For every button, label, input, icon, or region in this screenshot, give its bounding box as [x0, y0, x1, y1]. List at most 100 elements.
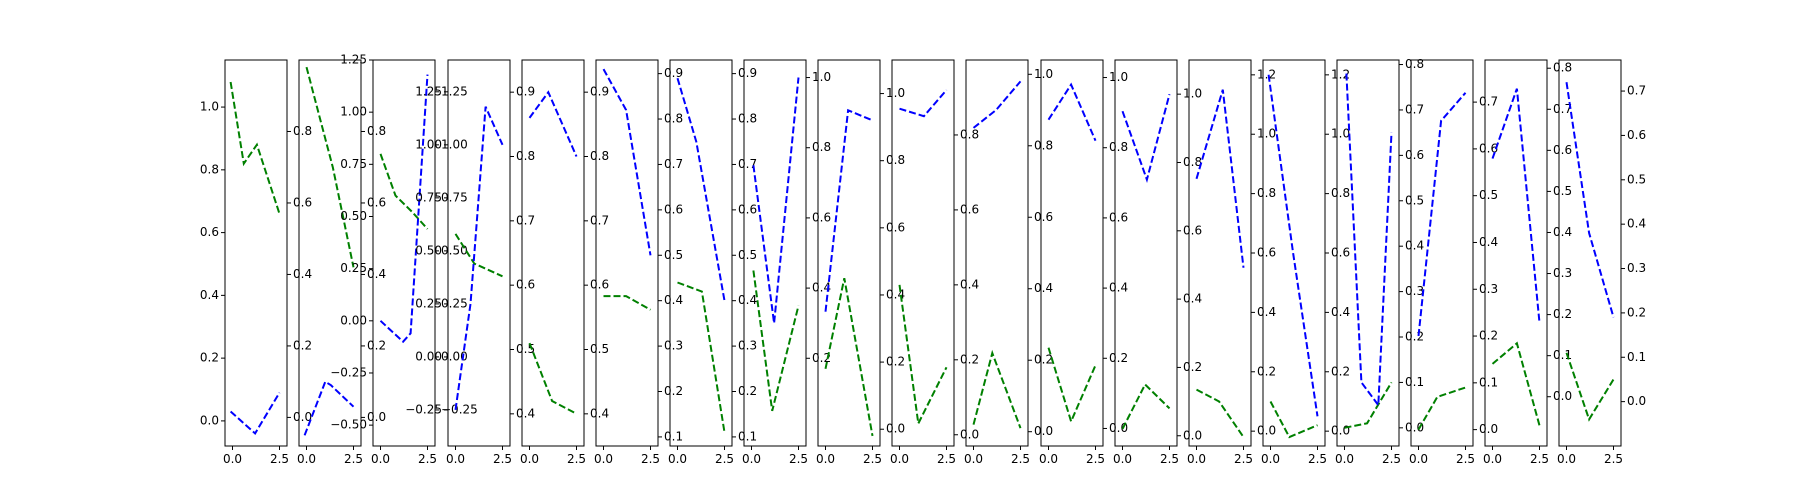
series-line-green [454, 233, 503, 278]
x-tick-label: 2.5 [1011, 452, 1030, 466]
series-line-blue [528, 90, 578, 157]
y-tick-label-left: 1.25 [340, 53, 367, 67]
x-tick-label: 2.5 [1382, 452, 1401, 466]
y-tick-label-right: 0.6 [1405, 148, 1424, 162]
x-tick-label: 0.0 [223, 452, 242, 466]
y-tick-label-right: 0.8 [664, 112, 683, 126]
series-line-blue [1417, 92, 1467, 337]
series-line-green [1196, 388, 1245, 438]
y-tick-label-right: 0.5 [1479, 188, 1498, 202]
y-tick-label-right: −0.25 [441, 402, 478, 416]
x-tick-label: 2.5 [1456, 452, 1475, 466]
y-tick-label-left: 0.75 [340, 157, 367, 171]
x-tick-label: 0.0 [1187, 452, 1206, 466]
y-tick-label-left: 0.00 [340, 313, 367, 327]
y-tick-label-right: 0.1 [664, 429, 683, 443]
panel-frame [669, 59, 733, 447]
y-tick-label-right: 0.2 [1257, 364, 1276, 378]
series-line-blue [454, 106, 504, 411]
y-tick-label-right: 0.8 [1034, 138, 1053, 152]
y-tick-label-right: 0.0 [293, 410, 312, 424]
y-tick-label-right: 0.9 [516, 85, 535, 99]
x-tick-label: 0.0 [371, 452, 390, 466]
y-tick-label-right: 0.0 [960, 427, 979, 441]
series-line-green [1565, 352, 1615, 422]
series-line-green [1491, 341, 1541, 426]
panel-frame [817, 59, 881, 447]
y-tick-label-right: 0.0 [886, 422, 905, 436]
y-tick-label-right: 0.4 [590, 406, 609, 420]
x-tick-label: 0.0 [964, 452, 983, 466]
series-line-green [603, 295, 651, 311]
panel-1: 0.0 2.5 0.0 0.2 0.4 0.6 0.8 1.0 0.0 0.2 0.4 0.6 0.8 [200, 59, 312, 466]
x-tick-label: 0.0 [1557, 452, 1576, 466]
y-tick-label-right: 0.8 [886, 153, 905, 167]
series-line-green [752, 270, 800, 412]
y-tick-label-left: 0.8 [200, 162, 219, 176]
y-tick-label-right: 0.4 [516, 406, 535, 420]
y-tick-label-left: 0.4 [200, 288, 219, 302]
y-tick-label-right: 0.8 [1257, 186, 1276, 200]
y-tick-label-right: 0.9 [590, 85, 609, 99]
y-tick-label-right: 0.3 [1405, 284, 1424, 298]
x-tick-label: 2.5 [1234, 452, 1253, 466]
panel-frame [224, 59, 288, 447]
y-tick-label-right: 0.8 [1331, 186, 1350, 200]
y-tick-label-left: 1.25 [415, 84, 442, 98]
panel-7: 0.0 2.5 0.1 0.2 0.3 0.4 0.5 0.6 0.7 0.8 0.9 [668, 59, 757, 466]
series-line-blue [1345, 73, 1393, 408]
y-tick-label-right: 0.2 [1405, 330, 1424, 344]
y-tick-label-left: 0.2 [200, 351, 219, 365]
x-tick-label: 0.0 [1409, 452, 1428, 466]
series-line-green [1047, 347, 1097, 425]
y-tick-label-right: 0.7 [738, 157, 757, 171]
y-tick-label-right: 0.2 [293, 338, 312, 352]
series-line-green [1417, 386, 1466, 431]
y-tick-label-left: 0.25 [415, 296, 442, 310]
series-line-blue [602, 68, 652, 256]
x-tick-label: 2.5 [270, 452, 289, 466]
y-tick-label-right: 0.9 [664, 66, 683, 80]
y-tick-label-left: −0.50 [330, 418, 367, 432]
panel-frame [447, 59, 511, 447]
series-line-blue [752, 77, 800, 324]
y-tick-label-right: 0.7 [1405, 102, 1424, 116]
y-tick-label-left: 1.00 [340, 105, 367, 119]
y-tick-label-right: 0.6 [1034, 210, 1053, 224]
y-tick-label-right: 0.6 [960, 202, 979, 216]
y-tick-label-right: 0.2 [1109, 351, 1128, 365]
series-line-green [898, 284, 948, 427]
panel-frame [1484, 59, 1548, 447]
series-line-green [379, 153, 429, 230]
y-tick-label-right: 0.4 [812, 281, 831, 295]
series-line-blue [676, 77, 726, 301]
y-tick-label-right: 1.0 [1331, 127, 1350, 141]
y-tick-label-right: 0.6 [738, 202, 757, 216]
x-tick-label: 2.5 [641, 452, 660, 466]
panel-14: 0.0 2.5 0.0 0.2 0.4 0.6 0.8 1.0 1.2 [1187, 59, 1276, 466]
y-tick-label-left: 0.50 [415, 243, 442, 257]
y-tick-label-right: 1.0 [1109, 70, 1128, 84]
x-tick-label: 2.5 [493, 452, 512, 466]
y-tick-label-right: 1.0 [886, 86, 905, 100]
y-tick-label-right: 0.3 [738, 339, 757, 353]
y-tick-label-right: 0.4 [1479, 235, 1498, 249]
y-tick-label-right: 0.2 [1331, 364, 1350, 378]
panel-17: 0.0 2.5 0.0 0.1 0.2 0.3 0.4 0.5 0.6 0.7 [1409, 59, 1498, 466]
x-tick-label: 2.5 [937, 452, 956, 466]
series-line-blue [1195, 89, 1245, 268]
y-tick-label-right: 0.0 [1405, 420, 1424, 434]
y-tick-label-right: 0.6 [1627, 128, 1646, 142]
y-tick-label-right: 0.2 [960, 352, 979, 366]
x-tick-label: 0.0 [890, 452, 909, 466]
x-tick-label: 0.0 [594, 452, 613, 466]
y-tick-label-right: 0.8 [960, 127, 979, 141]
y-tick-label-right: 0.6 [516, 278, 535, 292]
y-tick-label-right: 0.8 [1553, 61, 1572, 75]
series-line-green [528, 342, 577, 415]
panel-18: 0.0 2.5 0.0 0.1 0.2 0.3 0.4 0.5 0.6 0.7 0.8 [1483, 59, 1572, 466]
y-tick-label-right: 0.2 [1183, 360, 1202, 374]
y-tick-label-left: −0.25 [330, 365, 367, 379]
y-tick-label-right: 0.2 [367, 338, 386, 352]
